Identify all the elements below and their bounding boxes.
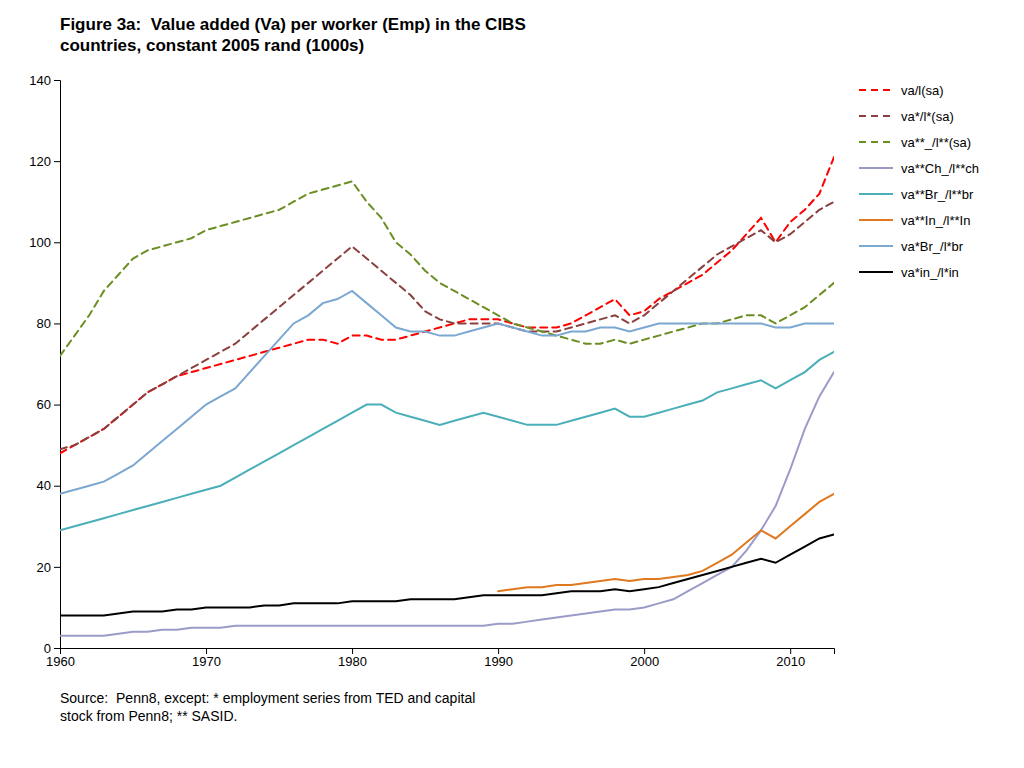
tick: 1970: [192, 648, 221, 669]
legend-swatch: [859, 193, 893, 195]
legend-swatch: [859, 245, 893, 247]
tick: 80: [37, 316, 60, 331]
legend-label: va*in_/l*in: [901, 265, 959, 280]
x-axis: 1960 1970 1980 1990 2000 2010: [46, 648, 834, 669]
tick-label: 20: [37, 560, 51, 575]
legend-label: va/l(sa): [901, 83, 944, 98]
annotation: Source: Penn8, except: * employment seri…: [60, 690, 475, 724]
tick-label: 1960: [46, 654, 75, 669]
axis-line: [54, 81, 61, 649]
legend-item: va**Ch_/l**ch: [859, 161, 979, 176]
legend-swatch: [859, 167, 893, 169]
tick-label: 120: [29, 154, 51, 169]
series-line: [60, 181, 834, 355]
tick-mark: [352, 648, 353, 654]
tick-mark: [54, 80, 60, 81]
tick-label: 1990: [484, 654, 513, 669]
tick-mark: [54, 405, 60, 406]
title: Figure 3a: Value added (Va) per worker (…: [60, 15, 526, 55]
tick: 1990: [484, 648, 513, 669]
series-line: [498, 494, 834, 591]
legend-label: va*Br_/l*br: [901, 239, 964, 254]
tick-mark: [54, 567, 60, 568]
tick: 140: [29, 73, 60, 88]
chart: Figure 3a: Value added (Va) per worker (…: [0, 0, 1024, 768]
lines: [60, 157, 834, 636]
tick-label: 1980: [338, 654, 367, 669]
legend-label: va**Br_/l**br: [901, 187, 974, 202]
series-line: [60, 157, 834, 453]
tick: 2010: [776, 648, 805, 669]
tick: 120: [29, 154, 60, 169]
series-line: [60, 202, 834, 449]
tick-label: 1970: [192, 654, 221, 669]
tick: 100: [29, 235, 60, 250]
legend-swatch: [859, 89, 893, 91]
tick: 20: [37, 560, 60, 575]
tick-label: 40: [37, 478, 51, 493]
legend-swatch: [859, 219, 893, 221]
legend-item: va**_/l**(sa): [859, 135, 971, 150]
legend-item: va**Br_/l**br: [859, 187, 974, 202]
legend-label: va**Ch_/l**ch: [901, 161, 979, 176]
tick: 60: [37, 397, 60, 412]
series-line: [60, 534, 834, 615]
legend-swatch: [859, 271, 893, 273]
tick-mark: [54, 648, 60, 649]
tick-label: 60: [37, 397, 51, 412]
tick-label: 2000: [630, 654, 659, 669]
tick: 1980: [338, 648, 367, 669]
tick-mark: [790, 648, 791, 654]
tick-label: 140: [29, 73, 51, 88]
tick: 2000: [630, 648, 659, 669]
legend-swatch: [859, 141, 893, 143]
tick-label: 0: [44, 641, 51, 656]
tick-mark: [498, 648, 499, 654]
tick-label: 80: [37, 316, 51, 331]
legend-label: va*/l*(sa): [901, 109, 954, 124]
tick-label: 100: [29, 235, 51, 250]
axis-line: [61, 649, 835, 655]
tick-mark: [54, 242, 60, 243]
plot: 1960 1970 1980 1990 2000 2010 0 20 40 60 80 100 120 1…: [29, 73, 834, 670]
legend: va/l(sa) va*/l*(sa) va**_/l**(sa) va**Ch_/l…: [859, 83, 979, 280]
tick: 40: [37, 478, 60, 493]
tick-mark: [644, 648, 645, 654]
legend-item: va/l(sa): [859, 83, 944, 98]
series-line: [60, 352, 834, 531]
legend-swatch: [859, 115, 893, 117]
legend-item: va*/l*(sa): [859, 109, 954, 124]
tick-label: 2010: [776, 654, 805, 669]
tick: 0: [44, 641, 60, 656]
tick-mark: [54, 161, 60, 162]
y-axis: 0 20 40 60 80 100 120 140: [29, 73, 60, 656]
legend-label: va**In_/l**In: [901, 213, 970, 228]
series-line: [60, 372, 834, 636]
legend-item: va*Br_/l*br: [859, 239, 964, 254]
legend-item: va*in_/l*in: [859, 265, 959, 280]
tick-mark: [206, 648, 207, 654]
tick-mark: [54, 486, 60, 487]
series-line: [60, 291, 834, 494]
tick-mark: [54, 323, 60, 324]
legend-item: va**In_/l**In: [859, 213, 970, 228]
legend-label: va**_/l**(sa): [901, 135, 971, 150]
